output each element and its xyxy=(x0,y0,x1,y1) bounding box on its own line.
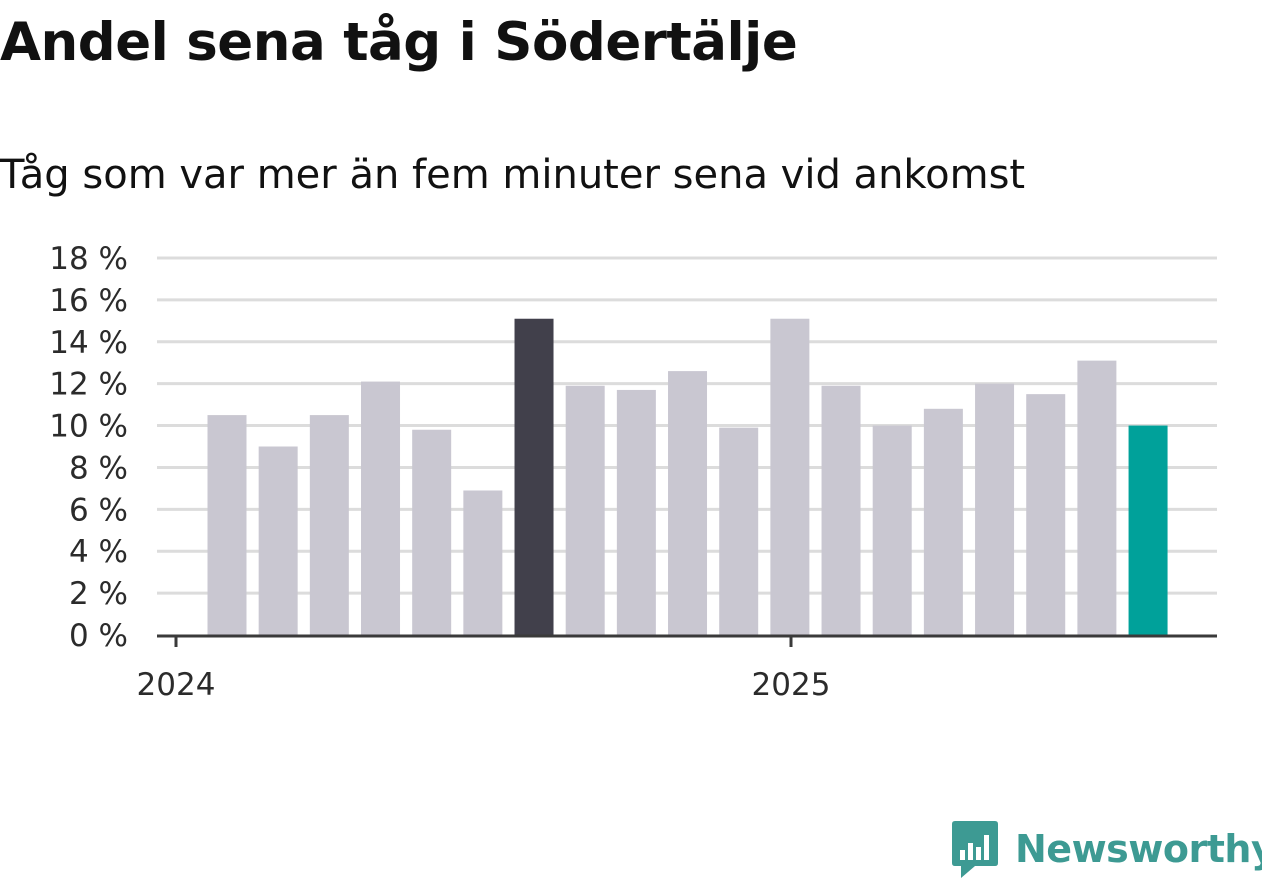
bar xyxy=(975,383,1015,635)
bar xyxy=(1128,425,1168,635)
y-tick-label: 14 % xyxy=(49,325,128,361)
chart-subtitle: Tåg som var mer än fem minuter sena vid … xyxy=(0,152,1026,198)
bar xyxy=(514,318,554,635)
x-tick-label: 2024 xyxy=(137,667,216,703)
bar xyxy=(616,389,656,635)
y-tick-label: 4 % xyxy=(69,534,128,570)
bar xyxy=(463,490,503,635)
y-tick-label: 12 % xyxy=(49,367,128,403)
bar xyxy=(309,415,349,635)
bar xyxy=(412,429,452,635)
bar xyxy=(719,427,759,635)
bar xyxy=(258,446,298,635)
y-tick-label: 16 % xyxy=(49,283,128,319)
bar xyxy=(872,425,912,635)
y-tick-label: 6 % xyxy=(69,492,128,528)
y-tick-label: 2 % xyxy=(69,576,128,612)
bar-chart: 0 % 2 % 4 % 6 % 8 % 10 % 12 % 14 % 16 % 18 % 2024 2… xyxy=(49,241,1217,703)
y-tick-label: 10 % xyxy=(49,409,128,445)
bar xyxy=(923,408,963,635)
y-tick-label: 18 % xyxy=(49,241,128,277)
bar xyxy=(821,385,861,635)
y-tick-label: 8 % xyxy=(69,450,128,486)
x-tick-label: 2025 xyxy=(752,667,831,703)
bar xyxy=(565,385,605,635)
bar xyxy=(361,381,401,635)
bar xyxy=(1026,394,1066,635)
brand-logo: Newsworthy xyxy=(951,818,1262,880)
bar xyxy=(1077,360,1117,635)
chart-title: Andel sena tåg i Södertälje xyxy=(0,12,798,73)
bar xyxy=(770,318,810,635)
brand-name: Newsworthy xyxy=(1015,827,1262,871)
bar xyxy=(207,415,247,635)
newsworthy-logo-icon xyxy=(952,821,998,878)
y-tick-label: 0 % xyxy=(69,618,128,654)
bar xyxy=(668,371,708,635)
